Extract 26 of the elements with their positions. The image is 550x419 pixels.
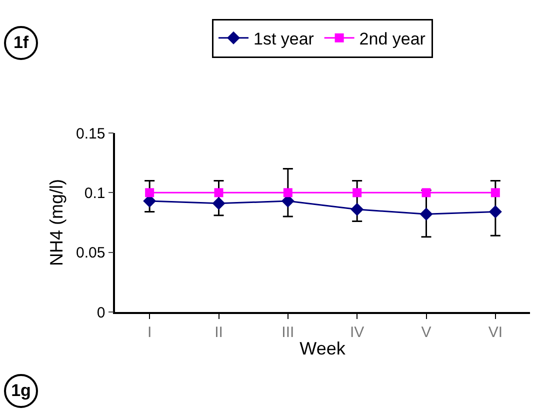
point [283,188,292,198]
point [488,205,502,218]
x-axis-title: Week [300,338,346,358]
point [490,188,500,198]
text: 1g [4,374,38,408]
x-tick-label: IV [350,324,364,341]
point [420,208,433,221]
y-tick-label: 0 [96,304,106,322]
legend-label: 2nd year [359,30,426,48]
x-tick-label: II [214,324,223,341]
y-axis-title: NH4 (mg/l) [46,178,67,266]
point [212,196,226,210]
x-tick-label: III [282,324,294,341]
point [214,188,224,198]
point [350,202,364,216]
y-tick-label: 0.15 [76,125,106,142]
x-tick-label: I [147,324,152,341]
y-tick-label: 0.1 [84,184,106,202]
point [145,188,154,198]
legend-label: 1st year [254,30,314,48]
x-tick-label: VI [488,324,503,341]
text: 1f [4,26,38,60]
x-tick-label: V [421,324,432,341]
point [422,188,431,198]
y-tick-label: 0.05 [76,244,106,262]
point [352,188,362,198]
